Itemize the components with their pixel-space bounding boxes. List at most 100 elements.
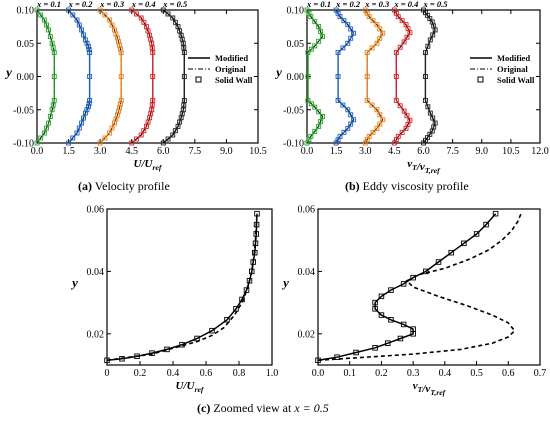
marker (149, 102, 155, 108)
marker (107, 17, 113, 23)
series-original (317, 213, 522, 362)
marker (473, 231, 480, 237)
caption-c-text: Zoomed view at (213, 401, 292, 415)
y-tick-label: 0.02 (87, 329, 105, 340)
marker (107, 130, 113, 136)
marker (348, 35, 354, 41)
series-modified (106, 213, 258, 362)
marker (353, 349, 359, 356)
profile-station_2 (68, 9, 91, 144)
marker (165, 136, 171, 142)
marker (49, 40, 55, 46)
marker (74, 17, 80, 23)
marker (308, 46, 314, 52)
marker (81, 32, 86, 38)
marker (430, 32, 436, 38)
x-tick-label: 1.5 (330, 146, 343, 157)
marker (79, 120, 85, 126)
chart-c1: 0 0.2 0.4 0.6 0.8 1.0 0.02 0.04 0.06 U/Uref y (70, 205, 278, 395)
marker (369, 102, 375, 108)
caption-a-tag: (a) (78, 179, 92, 193)
x-tick-label: 0.6 (200, 368, 213, 379)
marker (345, 125, 351, 131)
x-tick-label: 12.0 (531, 146, 549, 157)
marker (366, 14, 372, 20)
marker (170, 15, 176, 21)
x-tick-label: 10.5 (502, 146, 520, 157)
marker (340, 102, 346, 108)
marker (170, 132, 176, 138)
caption-a: (a) Velocity profile (78, 179, 170, 194)
marker (172, 128, 178, 134)
y-tick-label: -0.05 (283, 105, 304, 116)
marker (76, 22, 82, 28)
station-label: x = 0.1 (306, 0, 331, 9)
marker (165, 11, 171, 17)
x-tick-label: 1.0 (266, 368, 279, 379)
marker (351, 117, 357, 123)
x-tick-label: 4.5 (125, 146, 138, 157)
marker (399, 18, 405, 24)
marker (308, 14, 314, 20)
marker (34, 7, 40, 13)
y-tick-label: 0.05 (287, 39, 305, 50)
marker (397, 44, 403, 50)
y-tick-label: -0.05 (13, 105, 34, 116)
marker (316, 24, 322, 30)
marker (49, 107, 55, 113)
marker (138, 15, 144, 21)
y-tick-label: 0.05 (17, 39, 35, 50)
marker (334, 354, 340, 360)
y-axis-label: y (274, 65, 282, 80)
x-tick-label: 6.0 (157, 146, 170, 157)
marker (209, 327, 215, 334)
legend-marker-wall (195, 76, 202, 83)
marker (374, 107, 380, 113)
y-tick-label: 0.10 (17, 6, 35, 17)
marker (304, 140, 310, 146)
x-tick-label: 0.2 (375, 368, 388, 379)
x-tick-label: 6.0 (417, 146, 430, 157)
marker (404, 34, 410, 40)
marker (79, 27, 85, 33)
marker (410, 326, 416, 332)
marker (316, 38, 322, 44)
marker (372, 299, 378, 306)
marker (318, 118, 324, 124)
marker (320, 34, 325, 40)
marker (372, 345, 378, 351)
marker (377, 35, 383, 41)
marker (380, 30, 386, 36)
y-tick-label: -0.10 (283, 139, 304, 150)
x-tick-label: 0.1 (343, 368, 356, 379)
marker (160, 140, 166, 146)
marker (377, 26, 383, 32)
x-tick-label: 0.0 (31, 146, 44, 157)
x-tick-label: 1.5 (62, 146, 75, 157)
marker (410, 274, 416, 281)
y-tick-label: 0.02 (298, 329, 316, 340)
marker (70, 12, 76, 18)
station-label: x = 0.5 (162, 0, 188, 9)
marker (351, 30, 357, 36)
marker (38, 135, 44, 141)
marker (380, 117, 386, 123)
marker (141, 128, 147, 134)
y-tick-label: 0.04 (298, 267, 316, 278)
marker (377, 112, 383, 118)
marker (425, 43, 431, 49)
x-tick-label: 3.0 (359, 146, 372, 157)
profile-original-station_1 (36, 9, 55, 144)
marker (399, 129, 405, 135)
marker (374, 22, 380, 28)
y-axis-label: y (4, 65, 12, 80)
caption-b: (b) Eddy viscosity profile (345, 179, 469, 194)
station-label: x = 0.2 (335, 0, 361, 9)
marker (50, 45, 56, 51)
marker (149, 45, 155, 51)
marker (401, 39, 407, 45)
y-axis-label: y (70, 275, 78, 290)
marker (172, 19, 178, 25)
marker (397, 335, 404, 342)
marker (403, 125, 409, 131)
